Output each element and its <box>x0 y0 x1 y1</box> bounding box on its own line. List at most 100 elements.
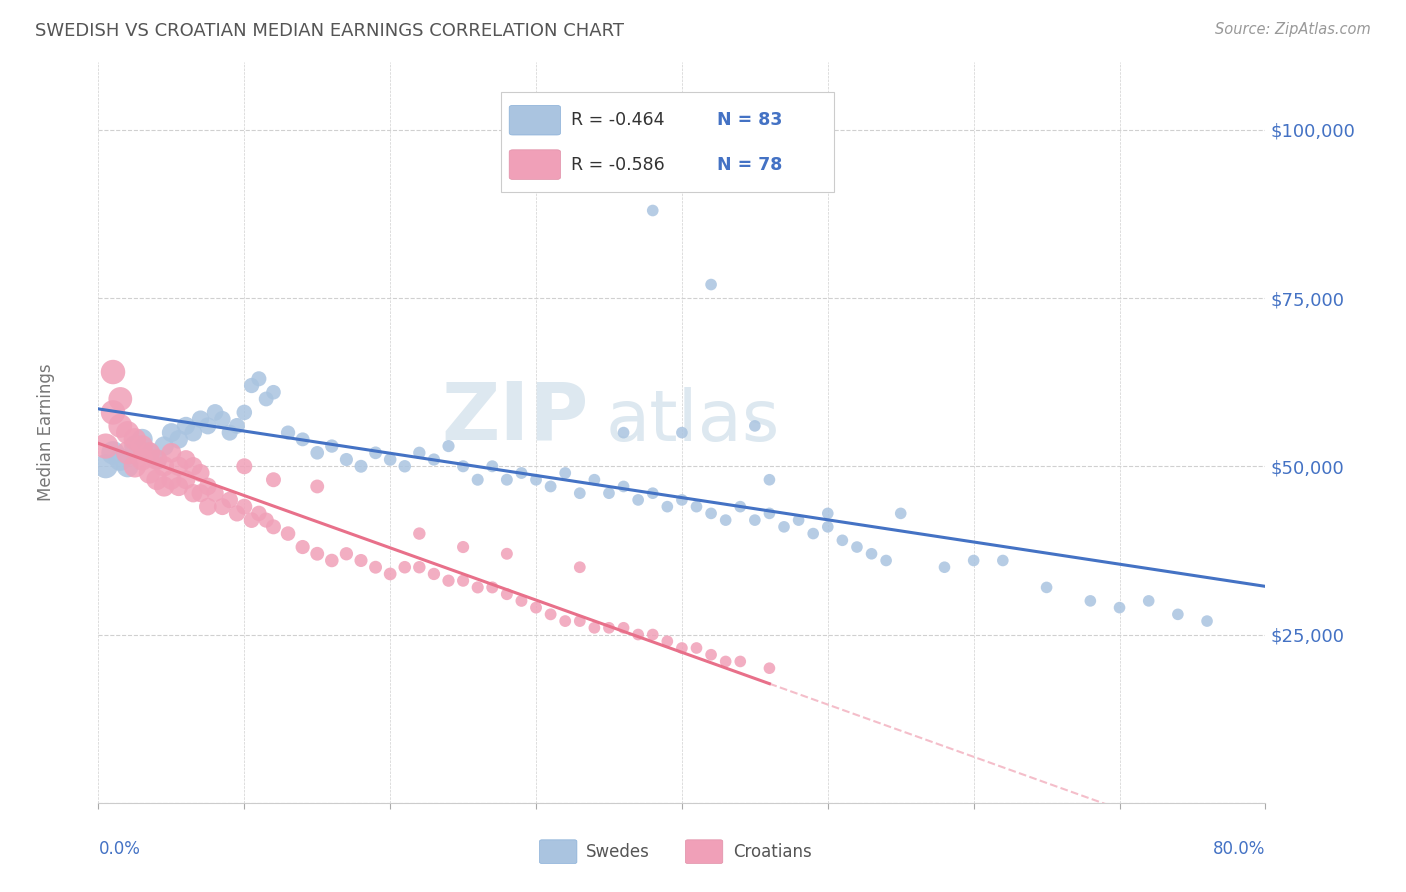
Point <box>124 459 146 474</box>
Point <box>510 466 533 480</box>
Point <box>291 433 314 447</box>
Point <box>700 277 723 292</box>
FancyBboxPatch shape <box>509 105 561 135</box>
Point <box>350 553 373 567</box>
Point <box>890 507 912 521</box>
Point <box>685 640 707 655</box>
Point <box>1167 607 1189 622</box>
Point <box>197 479 219 493</box>
Point <box>190 466 212 480</box>
Point <box>554 466 576 480</box>
Point <box>554 614 576 628</box>
Point <box>117 446 139 460</box>
Point <box>167 479 190 493</box>
Point <box>204 405 226 419</box>
Point <box>240 378 263 392</box>
Point <box>218 425 240 440</box>
Point <box>1108 600 1130 615</box>
Point <box>437 574 460 588</box>
Point <box>94 439 117 453</box>
Point <box>291 540 314 554</box>
Point <box>641 627 664 641</box>
FancyBboxPatch shape <box>540 840 576 863</box>
Point <box>657 500 679 514</box>
Point <box>262 473 284 487</box>
Point <box>380 566 402 581</box>
Point <box>991 553 1014 567</box>
Point <box>350 459 373 474</box>
Point <box>110 452 132 467</box>
Point <box>160 446 183 460</box>
Text: N = 83: N = 83 <box>717 112 782 129</box>
Point <box>117 459 139 474</box>
Point <box>146 473 169 487</box>
Point <box>671 425 693 440</box>
Point <box>153 459 176 474</box>
Point <box>801 526 824 541</box>
Point <box>773 520 796 534</box>
Point <box>226 418 249 433</box>
Point <box>408 526 430 541</box>
Text: SWEDISH VS CROATIAN MEDIAN EARNINGS CORRELATION CHART: SWEDISH VS CROATIAN MEDIAN EARNINGS CORR… <box>35 22 624 40</box>
Text: atlas: atlas <box>606 387 780 456</box>
Point <box>423 566 446 581</box>
Point <box>700 507 723 521</box>
Point <box>110 392 132 406</box>
Point <box>101 365 124 379</box>
Point <box>641 203 664 218</box>
Point <box>496 473 519 487</box>
Point <box>860 547 883 561</box>
Point <box>174 473 197 487</box>
Text: ZIP: ZIP <box>441 379 589 457</box>
Point <box>101 405 124 419</box>
Point <box>181 486 204 500</box>
Point <box>240 513 263 527</box>
Point <box>307 479 329 493</box>
Point <box>101 446 124 460</box>
FancyBboxPatch shape <box>685 840 723 863</box>
Point <box>730 500 752 514</box>
Point <box>700 648 723 662</box>
Point <box>364 446 387 460</box>
Point <box>627 492 650 507</box>
Point <box>568 486 591 500</box>
Point <box>153 479 176 493</box>
Point <box>197 500 219 514</box>
Point <box>138 446 160 460</box>
Point <box>598 621 620 635</box>
Point <box>657 634 679 648</box>
Point <box>247 507 270 521</box>
Point <box>1035 581 1057 595</box>
Point <box>540 607 562 622</box>
Point <box>1137 594 1160 608</box>
Point <box>174 452 197 467</box>
Point <box>817 507 839 521</box>
Point <box>335 452 357 467</box>
Point <box>671 640 693 655</box>
Point <box>714 655 737 669</box>
Point <box>496 547 519 561</box>
Point <box>226 507 249 521</box>
Text: Median Earnings: Median Earnings <box>37 364 55 501</box>
Point <box>568 560 591 574</box>
Point <box>153 439 176 453</box>
Point <box>744 513 766 527</box>
Point <box>408 446 430 460</box>
Point <box>583 621 606 635</box>
Point <box>598 486 620 500</box>
Point <box>730 655 752 669</box>
Point <box>262 385 284 400</box>
Point <box>277 425 299 440</box>
Point <box>451 540 474 554</box>
Point <box>138 466 160 480</box>
Point <box>1195 614 1218 628</box>
Point <box>247 372 270 386</box>
Point <box>1080 594 1102 608</box>
Text: N = 78: N = 78 <box>717 155 782 174</box>
Point <box>641 486 664 500</box>
Point <box>758 507 780 521</box>
Point <box>467 581 489 595</box>
Point <box>254 392 277 406</box>
Point <box>758 661 780 675</box>
Point <box>817 520 839 534</box>
